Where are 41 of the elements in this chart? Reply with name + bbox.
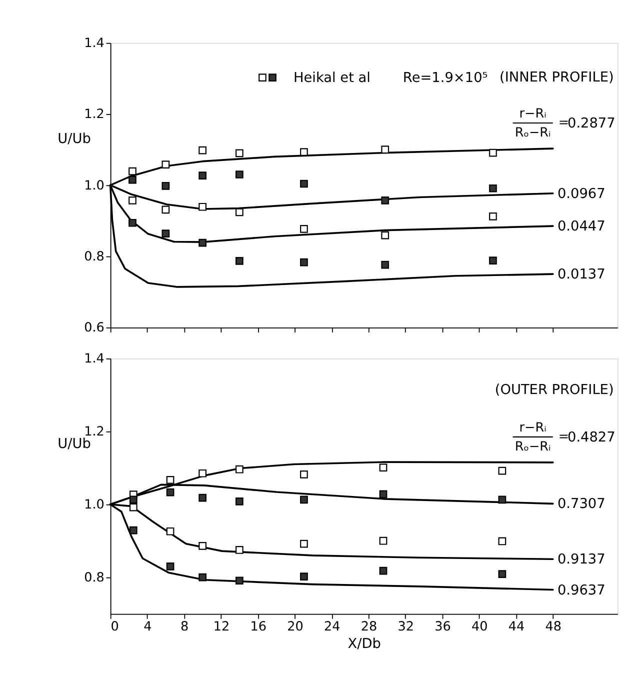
series-label: 0.9637 (557, 582, 606, 598)
series-label: 0.7307 (557, 496, 606, 512)
x-tick-label: 28 (360, 620, 378, 635)
x-tick-label: 12 (213, 620, 230, 635)
series-label: 0.0447 (557, 218, 606, 235)
x-axis-title: X/Db (348, 636, 381, 652)
x-tick-label: 16 (250, 620, 266, 635)
legend-label: 0.2877 (567, 116, 616, 132)
annotation: (OUTER PROFILE) (494, 382, 614, 398)
annotation: Rₒ−Rᵢ (514, 126, 551, 141)
annotation: r−Rᵢ (519, 106, 546, 122)
x-tick-label: 4 (144, 620, 152, 635)
y-tick-label: 1.4 (84, 352, 104, 367)
annotation: Rₒ−Rᵢ (514, 440, 551, 455)
y-tick-label: 1.0 (84, 178, 104, 194)
series-label: 0.0967 (557, 186, 606, 202)
x-tick-label: 36 (434, 620, 451, 635)
y-tick-label: 1.2 (84, 107, 104, 122)
x-tick-label: 24 (324, 620, 340, 635)
y-tick-label: 1.4 (84, 36, 104, 52)
y-axis-title: U/Ub (58, 131, 91, 148)
y-tick-label: 0.8 (84, 249, 104, 264)
text: Re=1.9×10⁵ (402, 70, 488, 86)
legend-label: 0.4827 (567, 429, 616, 446)
annotation: = (558, 116, 570, 131)
x-tick-label: 20 (287, 620, 304, 635)
x-tick-label: 8 (180, 620, 189, 635)
annotation: (INNER PROFILE) (499, 70, 614, 86)
x-tick-label: 44 (508, 620, 525, 635)
x-tick-label: 40 (471, 620, 488, 635)
x-tick-label: 0 (110, 620, 119, 635)
annotation: = (558, 430, 570, 445)
y-tick-label: 1.0 (84, 497, 104, 512)
x-tick-label: 48 (545, 620, 562, 635)
y-tick-label: 0.8 (84, 570, 104, 586)
annotation: r−Rᵢ (519, 420, 546, 436)
series-label: 0.9137 (557, 552, 606, 568)
series-label: 0.0137 (557, 266, 606, 283)
x-tick-label: 32 (398, 620, 414, 635)
y-tick-label: 0.6 (84, 320, 104, 336)
legend-label: Heikal et al (293, 70, 370, 86)
